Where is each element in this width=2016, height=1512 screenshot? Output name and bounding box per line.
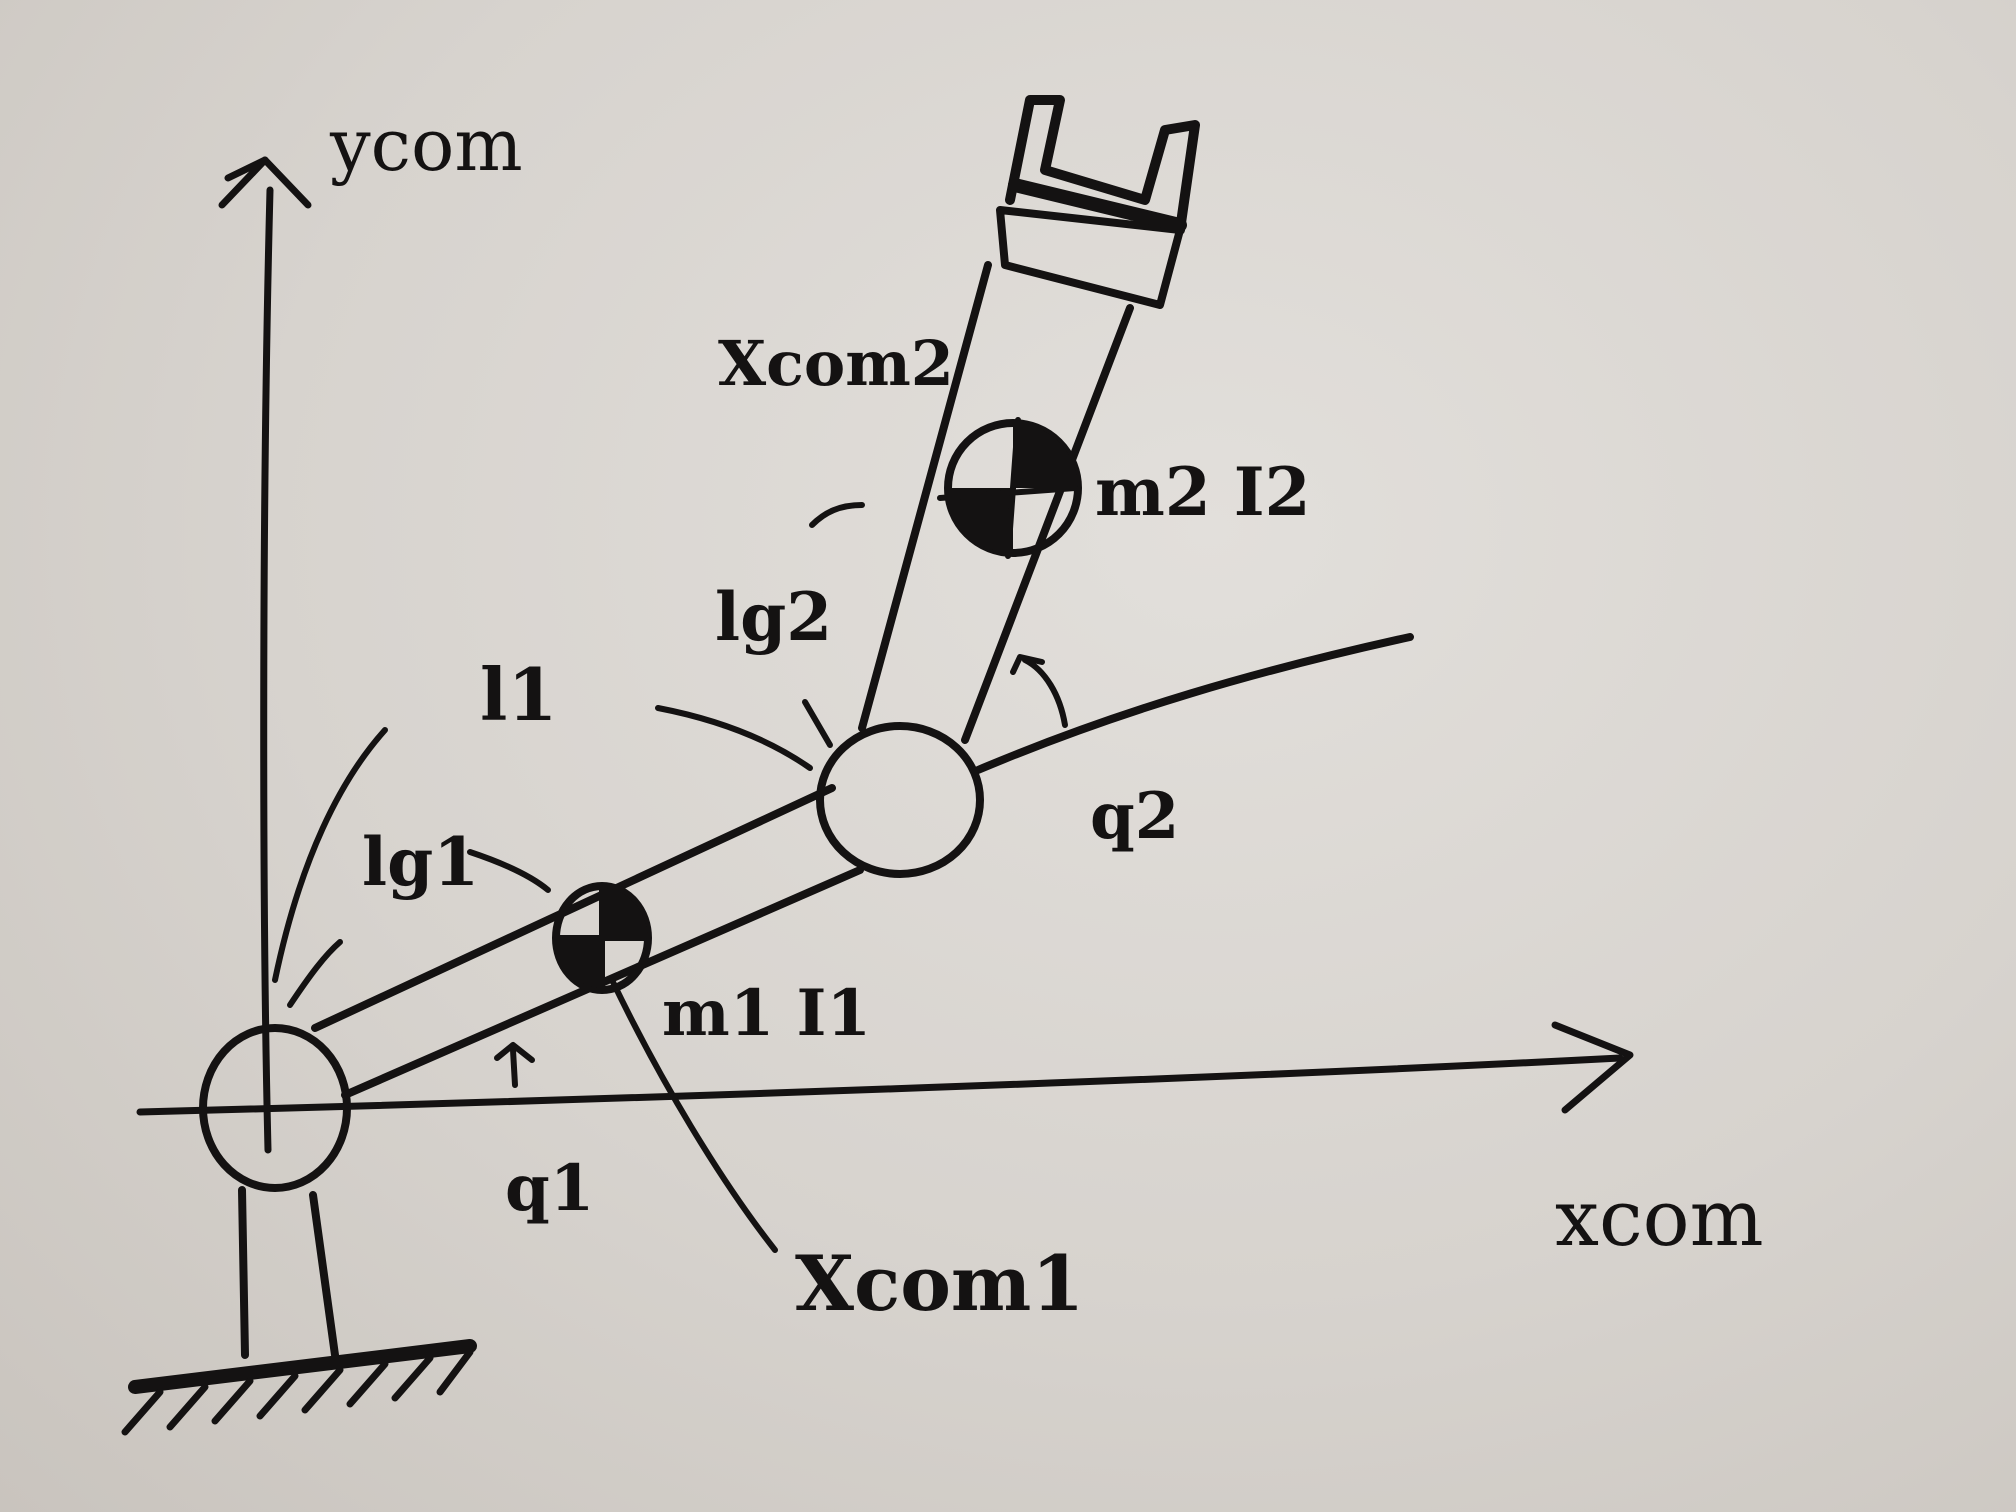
svg-text:xcom: xcom (1555, 1174, 1764, 1264)
x-axis (136, 1021, 1634, 1116)
label-joint-2-angle: q2 (1090, 779, 1179, 854)
svg-text:Xcom1: Xcom1 (795, 1239, 1084, 1328)
label-y-axis: ycom (329, 103, 523, 187)
label-link-1-length: l1 (480, 652, 557, 737)
svg-text:lg2: lg2 (715, 578, 832, 656)
label-x-axis: xcom (1555, 1174, 1764, 1264)
angle-arcs (272, 654, 1068, 1088)
svg-text:l1: l1 (480, 652, 557, 737)
link-2 (858, 261, 1134, 744)
label-link-1-com-frame: Xcom1 (795, 1239, 1084, 1328)
label-joint-1-angle: q1 (505, 1151, 594, 1226)
svg-text:lg1: lg1 (362, 823, 479, 901)
label-link-2-mass-inertia: m2 I2 (1095, 453, 1311, 531)
link-1-extension-line (974, 633, 1414, 774)
label-link-2-com-frame: Xcom2 (718, 327, 954, 400)
svg-text:m2 I2: m2 I2 (1095, 453, 1311, 531)
gripper (996, 95, 1200, 309)
svg-text:ycom: ycom (329, 103, 523, 187)
label-link-2-com-distance: lg2 (715, 578, 832, 656)
svg-text:q1: q1 (505, 1151, 594, 1226)
link-2-com-marker (937, 417, 1082, 559)
joint-1 (199, 1024, 351, 1192)
base-pedestal (238, 1186, 339, 1359)
joint-2 (816, 722, 984, 878)
dimension-leaders (467, 502, 865, 893)
label-link-1-mass-inertia: m1 I1 (662, 976, 871, 1051)
svg-text:Xcom2: Xcom2 (718, 327, 954, 400)
svg-text:m1 I1: m1 I1 (662, 976, 871, 1051)
svg-text:q2: q2 (1090, 779, 1179, 854)
link-1-com-frame-line (609, 977, 778, 1253)
link-1-com-marker (552, 882, 652, 994)
label-link-1-com-distance: lg1 (362, 823, 479, 901)
ground (121, 1339, 477, 1436)
